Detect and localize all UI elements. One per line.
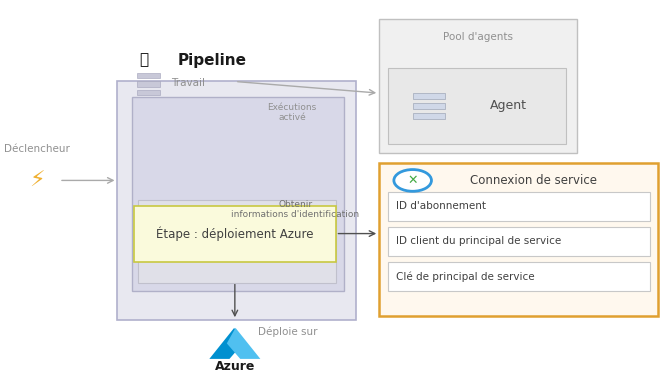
FancyBboxPatch shape bbox=[137, 81, 160, 87]
FancyBboxPatch shape bbox=[388, 192, 650, 221]
Text: Azure: Azure bbox=[215, 360, 255, 373]
Text: ID d'abonnement: ID d'abonnement bbox=[396, 201, 486, 211]
FancyBboxPatch shape bbox=[388, 227, 650, 256]
Text: Clé de principal de service: Clé de principal de service bbox=[396, 271, 535, 282]
Text: Exécutions
activé: Exécutions activé bbox=[267, 103, 317, 122]
Polygon shape bbox=[209, 328, 243, 359]
Text: Pool d'agents: Pool d'agents bbox=[443, 32, 513, 42]
FancyBboxPatch shape bbox=[413, 113, 445, 119]
Text: Déclencheur: Déclencheur bbox=[4, 144, 70, 154]
FancyBboxPatch shape bbox=[137, 90, 160, 95]
Text: ⚡: ⚡ bbox=[29, 170, 45, 191]
Text: Obtenir
informations d'identification: Obtenir informations d'identification bbox=[231, 200, 359, 219]
FancyBboxPatch shape bbox=[132, 97, 344, 291]
Text: Connexion de service: Connexion de service bbox=[470, 174, 597, 187]
FancyBboxPatch shape bbox=[413, 103, 445, 109]
FancyBboxPatch shape bbox=[388, 68, 566, 144]
Text: Déploie sur: Déploie sur bbox=[258, 326, 318, 337]
FancyBboxPatch shape bbox=[138, 200, 336, 283]
FancyBboxPatch shape bbox=[137, 73, 160, 78]
Text: Pipeline: Pipeline bbox=[178, 53, 247, 68]
FancyBboxPatch shape bbox=[388, 262, 650, 291]
Circle shape bbox=[394, 170, 431, 191]
Text: Étape : déploiement Azure: Étape : déploiement Azure bbox=[156, 226, 313, 241]
FancyBboxPatch shape bbox=[117, 81, 356, 320]
Text: Travail: Travail bbox=[171, 78, 205, 88]
Text: ✕: ✕ bbox=[407, 174, 418, 187]
Polygon shape bbox=[227, 328, 260, 359]
Text: 🚀: 🚀 bbox=[140, 53, 149, 68]
FancyBboxPatch shape bbox=[379, 163, 658, 316]
FancyBboxPatch shape bbox=[413, 93, 445, 99]
FancyBboxPatch shape bbox=[379, 19, 577, 153]
FancyBboxPatch shape bbox=[134, 206, 336, 262]
Text: ID client du principal de service: ID client du principal de service bbox=[396, 236, 561, 246]
Text: Agent: Agent bbox=[490, 99, 527, 112]
